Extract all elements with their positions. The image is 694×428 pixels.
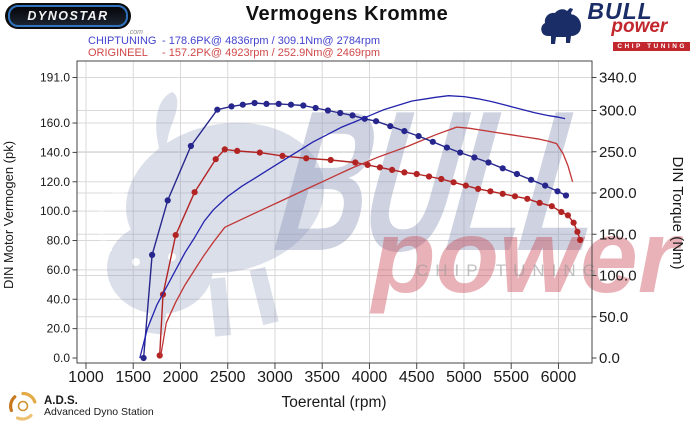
legend-values: - 157.2PK@ 4923rpm / 252.9Nm@ 2469rpm bbox=[162, 46, 380, 59]
y-right-tick-label: 0.0 bbox=[599, 350, 620, 367]
x-tick-label: 2500 bbox=[210, 369, 246, 386]
ads-full-name: Advanced Dyno Station bbox=[44, 405, 154, 418]
series-chiptuning-torque bbox=[140, 99, 570, 362]
dynostar-pill: DYNOSTAR bbox=[5, 3, 131, 29]
chart-frame bbox=[76, 60, 593, 364]
y-left-tick-label: 100.0 bbox=[40, 204, 70, 218]
bullpower-logo-bull-text: BULL bbox=[587, 0, 653, 24]
y-right-tick-label: 250.0 bbox=[599, 144, 637, 161]
y-right-tick-label: 300.0 bbox=[599, 103, 637, 120]
y-left-tick-label: 80.0 bbox=[47, 234, 71, 248]
watermark-chip-text: CHIP TUNING bbox=[416, 261, 603, 280]
dynostar-logo-suffix: .com bbox=[127, 29, 143, 36]
ads-swirl-icon bbox=[9, 391, 37, 421]
y-left-axis-title: DIN Motor Vermogen (pk) bbox=[1, 141, 16, 289]
legend-label: ORIGINEEL bbox=[88, 46, 148, 59]
x-tick-label: 3000 bbox=[257, 369, 293, 386]
x-tick-label: 6000 bbox=[541, 369, 577, 386]
legend-row-chiptuning: CHIPTUNING - 178.6PK@ 4836rpm / 309.1Nm@ … bbox=[88, 35, 380, 48]
x-tick-label: 1500 bbox=[115, 369, 151, 386]
y-left-tick-label: 0.0 bbox=[53, 351, 70, 365]
bullpower-logo-chip-text: CHIP TUNING bbox=[613, 42, 690, 51]
x-tick-label: 1000 bbox=[68, 369, 104, 386]
x-tick-label: 5500 bbox=[493, 369, 529, 386]
y-right-tick-label: 200.0 bbox=[599, 185, 637, 202]
y-right-tick-label: 150.0 bbox=[599, 226, 637, 243]
y-left-tick-label: 140.0 bbox=[40, 145, 70, 159]
series-chiptuning-power bbox=[139, 95, 566, 359]
x-tick-label: 2000 bbox=[163, 369, 199, 386]
y-right-tick-label: 100.0 bbox=[599, 268, 637, 285]
watermark-bull-icon bbox=[96, 92, 325, 337]
chart-axes: 0.0 20.0 40.0 60.0 80.0 100.0 120.0 140.0 160.0 1… bbox=[1, 70, 686, 412]
ads-abbreviation: A.D.S. bbox=[44, 394, 78, 407]
y-right-axis-title: DIN Torque (Nm) bbox=[669, 156, 686, 269]
dynostar-logo: DYNOSTAR .com bbox=[5, 3, 143, 36]
y-right-tick-label: 340.0 bbox=[599, 70, 637, 87]
legend-label: CHIPTUNING bbox=[88, 35, 157, 47]
y-right-tick-label: 50.0 bbox=[599, 309, 628, 326]
x-tick-label: 4000 bbox=[352, 369, 388, 386]
x-tick-label: 4500 bbox=[399, 369, 435, 386]
dynostar-logo-text: DYNOSTAR bbox=[27, 9, 109, 23]
y-left-tick-label: 160.0 bbox=[40, 116, 70, 130]
y-left-tick-label: 191.0 bbox=[40, 71, 70, 85]
y-left-tick-label: 40.0 bbox=[47, 292, 71, 306]
bull-icon bbox=[541, 8, 582, 44]
ads-logo: A.D.S. Advanced Dyno Station bbox=[8, 391, 154, 421]
watermark-power-text: power bbox=[369, 199, 684, 315]
legend-values: - 178.6PK@ 4836rpm / 309.1Nm@ 2784rpm bbox=[162, 35, 380, 47]
x-tick-label: 5000 bbox=[446, 369, 482, 386]
bullpower-logo-power-text: power bbox=[611, 16, 668, 37]
y-left-tick-label: 20.0 bbox=[47, 322, 71, 336]
chart-gridlines bbox=[77, 61, 592, 363]
y-left-tick-label: 60.0 bbox=[47, 263, 71, 277]
legend: CHIPTUNING - 178.6PK@ 4836rpm / 309.1Nm@ … bbox=[88, 35, 380, 60]
series-origineel-power bbox=[159, 126, 574, 357]
y-left-tick-label: 120.0 bbox=[40, 175, 70, 189]
page-title: Vermogens Kromme bbox=[245, 3, 449, 25]
x-tick-label: 3500 bbox=[304, 369, 340, 386]
bullpower-logo: BULL power CHIP TUNING bbox=[537, 0, 690, 53]
x-axis-title: Toerental (rpm) bbox=[281, 394, 386, 411]
legend-row-origineel: ORIGINEEL - 157.2PK@ 4923rpm / 252.9Nm@ 2… bbox=[88, 46, 380, 60]
